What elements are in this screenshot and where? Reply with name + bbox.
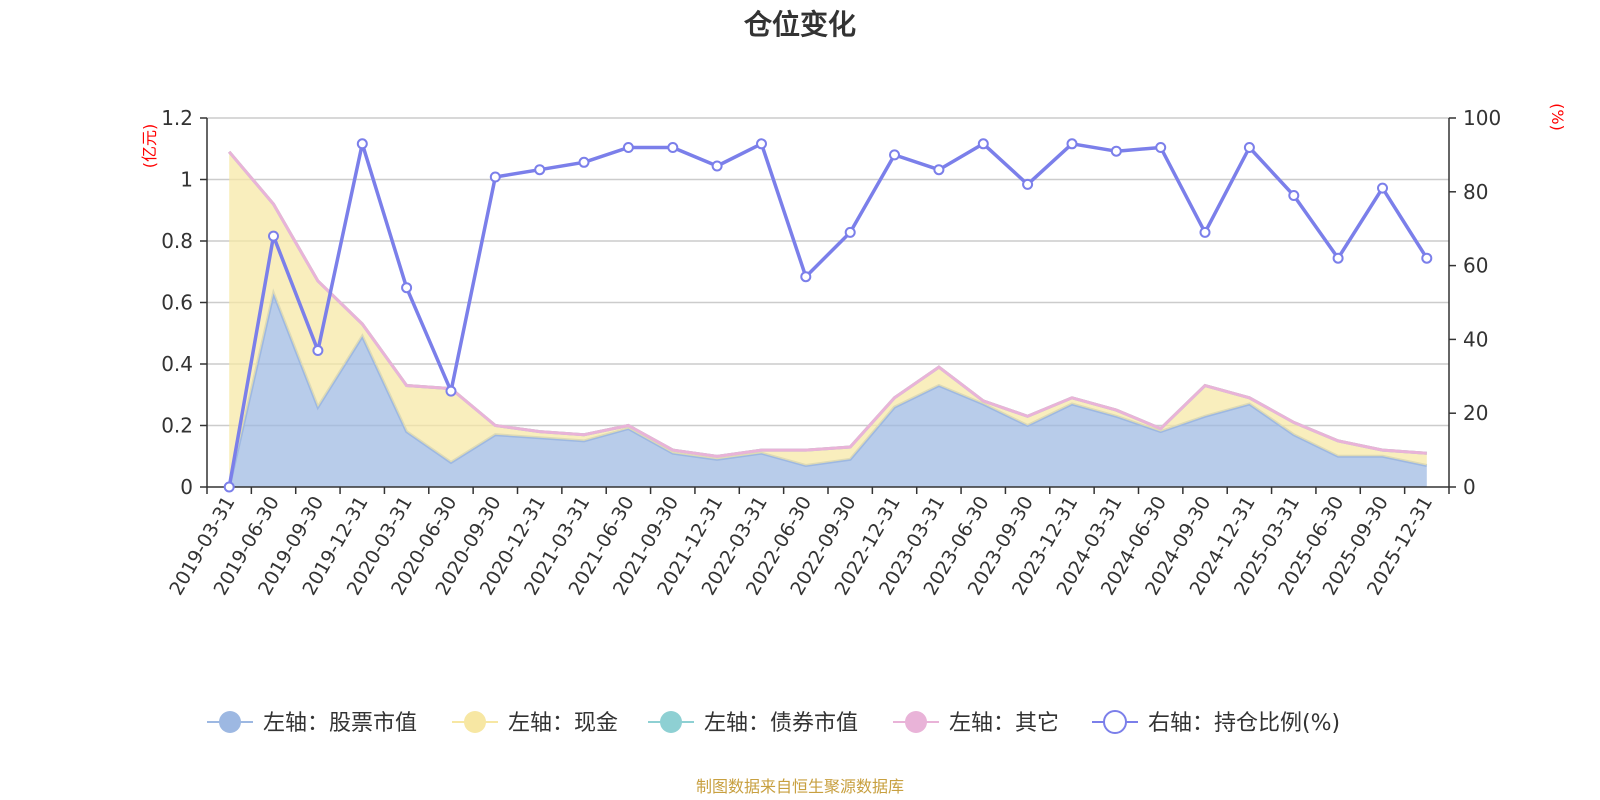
- holding-ratio-point: [844, 226, 856, 238]
- legend-label: 左轴：其它: [949, 711, 1059, 736]
- left-tick-label: 0.6: [161, 291, 193, 315]
- holding-ratio-point: [1288, 190, 1300, 201]
- legend-label: 右轴：持仓比例(%): [1148, 711, 1340, 736]
- legend-marker: [219, 711, 241, 733]
- holding-ratio-point: [356, 138, 368, 150]
- left-axis-unit: (亿元): [140, 124, 159, 169]
- right-tick-label: 20: [1463, 401, 1488, 425]
- right-tick-label: 0: [1463, 475, 1476, 499]
- holding-ratio-point: [1243, 142, 1255, 153]
- holding-ratio-point: [756, 138, 767, 150]
- holding-ratio-point: [1022, 178, 1034, 190]
- holding-ratio-point: [800, 271, 812, 283]
- holding-ratio-line: [227, 142, 1429, 488]
- holding-ratio-series: [223, 138, 1433, 493]
- holding-ratio-point: [889, 149, 900, 161]
- holding-ratio-point: [1110, 145, 1122, 157]
- holding-ratio-point: [933, 164, 945, 176]
- chart-title: 仓位变化: [744, 8, 856, 41]
- left-tick-label: 0.4: [161, 352, 193, 376]
- holding-ratio-point: [445, 385, 457, 397]
- left-tick-label: 0: [180, 475, 193, 499]
- right-axis-unit: (%): [1548, 103, 1567, 131]
- holding-ratio-point: [578, 156, 590, 168]
- left-tick-label: 1.2: [161, 106, 193, 130]
- right-tick-label: 40: [1463, 327, 1488, 351]
- right-tick-label: 60: [1463, 254, 1488, 278]
- holding-ratio-point: [268, 230, 279, 242]
- holding-ratio-point: [977, 138, 989, 150]
- holding-ratio-point: [223, 481, 235, 493]
- holding-ratio-point: [711, 160, 723, 172]
- holding-ratio-point: [1421, 252, 1433, 264]
- holding-ratio-point: [1066, 138, 1078, 150]
- right-tick-label: 80: [1463, 180, 1488, 204]
- area-line-左轴：其它: [228, 150, 1427, 458]
- holding-ratio-point: [1199, 226, 1211, 238]
- right-tick-label: 100: [1463, 106, 1501, 130]
- source-note: 制图数据来自恒生聚源数据库: [696, 777, 904, 796]
- area-左轴：股票市值: [229, 293, 1427, 487]
- holding-ratio-point: [489, 171, 501, 183]
- holding-ratio-point: [622, 142, 634, 153]
- left-tick-label: 0.8: [161, 229, 193, 253]
- legend-marker: [660, 711, 682, 733]
- left-tick-label: 0.2: [161, 414, 193, 438]
- holding-ratio-point: [401, 282, 413, 294]
- legend-label: 左轴：股票市值: [263, 711, 417, 736]
- holding-ratio-point: [667, 142, 679, 153]
- area-series: [227, 150, 1428, 488]
- legend-marker: [464, 711, 486, 733]
- legend-label: 左轴：债券市值: [704, 711, 858, 736]
- holding-ratio-point: [1377, 182, 1388, 194]
- holding-ratio-point: [1332, 252, 1344, 264]
- legend-marker: [905, 711, 927, 733]
- holding-ratio-point: [534, 164, 546, 176]
- legend-marker: [1103, 710, 1127, 734]
- holding-ratio-point: [312, 345, 324, 356]
- left-tick-label: 1: [180, 168, 193, 192]
- legend-label: 左轴：现金: [508, 711, 618, 736]
- holding-ratio-point: [1155, 142, 1167, 153]
- legend: 左轴：股票市值 左轴：现金 左轴：债券市值 左轴：其它 右轴：持仓比例(%): [207, 710, 1340, 736]
